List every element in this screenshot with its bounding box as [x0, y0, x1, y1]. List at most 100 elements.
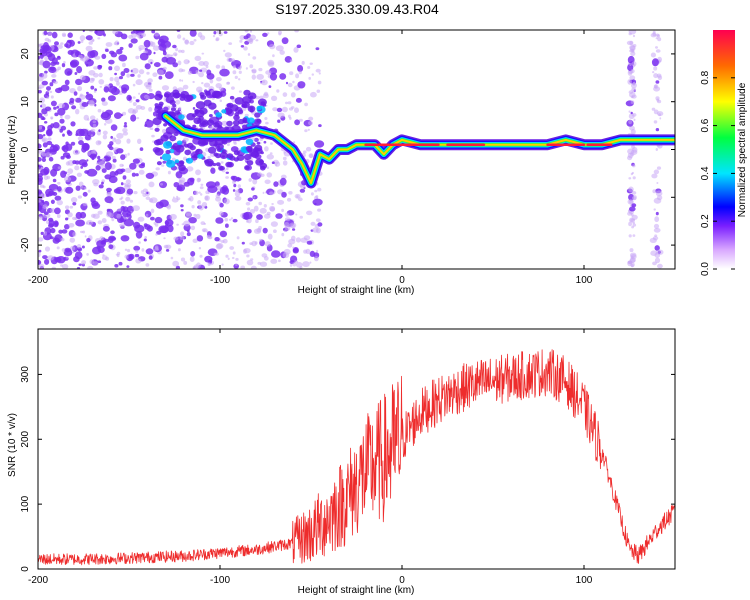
spectrogram-noise-dot [132, 158, 140, 164]
spectrogram-noise-dot [47, 31, 53, 36]
spectrogram-noise-dot [627, 155, 633, 161]
spectrogram-noise-dot [78, 54, 83, 59]
spectrogram-noise-dot [40, 168, 49, 176]
spectrogram-noise-dot [92, 120, 97, 123]
spectrogram-noise-dot [145, 172, 155, 179]
spectrogram-noise-dot [133, 245, 141, 251]
spectrogram-noise-dot [233, 183, 237, 188]
snr-frame [37, 328, 676, 570]
spectrogram-noise-dot [238, 66, 242, 70]
spectrogram-noise-dot [39, 54, 44, 59]
spectrogram-noise-dot [118, 211, 122, 214]
spectrogram-noise-dot [156, 161, 162, 166]
spectrogram-noise-dot [203, 229, 206, 232]
spectrogram-noise-dot [145, 248, 154, 255]
spectrogram-noise-dot [287, 82, 293, 88]
spectrogram-noise-dot [653, 223, 660, 229]
spectrogram-noise-dot [175, 265, 180, 269]
spectrogram-noise-dot [153, 248, 156, 252]
spectrogram-noise-dot [103, 86, 110, 93]
spectrogram-noise-dot [628, 32, 632, 36]
spectrogram-noise-dot [116, 132, 124, 139]
spectrogram-noise-dot [102, 130, 108, 135]
spectrogram-noise-dot [238, 90, 242, 93]
spectrogram-noise-dot [48, 190, 55, 196]
spectrogram-noise-dot [225, 167, 229, 171]
spectrogram-noise-dot [651, 58, 659, 67]
spectrogram-noise-dot [292, 80, 295, 84]
spectrogram-noise-dot [43, 134, 46, 137]
colorbar-tick-label: 0.2 [700, 214, 711, 228]
spectrogram-noise-dot [178, 164, 186, 171]
spectrogram-noise-dot [44, 152, 53, 158]
spectrogram-noise-dot [48, 223, 54, 228]
spectrogram-noise-dot [281, 208, 284, 213]
spectrogram-noise-dot [186, 94, 194, 102]
spectrogram-noise-dot [230, 175, 236, 180]
spectrogram-noise-dot [135, 230, 143, 239]
spectrogram-noise-dot [200, 67, 208, 73]
snr-ylabel: SNR (10 * v/v) [7, 413, 18, 477]
spectrogram-noise-dot [51, 31, 58, 39]
spectrogram-noise-dot [172, 260, 180, 267]
spectrogram-ylabel: Frequency (Hz) [7, 116, 18, 185]
spectrogram-noise-dot [46, 96, 50, 99]
spectrogram-noise-dot [52, 144, 60, 152]
spectrogram-noise-dot [82, 191, 88, 197]
spectrogram-noise-dot [655, 80, 660, 84]
spectrogram-noise-dot [126, 94, 132, 101]
spectrogram-noise-dot [199, 92, 205, 97]
spectrogram-noise-dot [56, 256, 66, 264]
spectrogram-noise-dot [161, 85, 170, 91]
spectrogram-noise-dot [263, 213, 271, 219]
spectrogram-noise-dot [234, 112, 240, 117]
spectrogram-noise-dot [233, 150, 240, 156]
spectrogram-noise-dot [275, 164, 278, 167]
spectrogram-noise-dot [316, 89, 321, 93]
spectrogram-noise-dot [106, 187, 112, 192]
snr-xlabel: Height of straight line (km) [298, 585, 415, 596]
spectrogram-noise-dot [64, 247, 72, 253]
spectrogram-noise-dot [60, 237, 65, 242]
spectrogram-noise-dot [97, 220, 103, 225]
spectrogram-noise-dot [259, 207, 267, 214]
spectrogram-noise-dot [310, 91, 317, 98]
spectrogram-noise-dot [270, 142, 273, 145]
spectrogram-noise-dot [254, 144, 263, 152]
spectrogram-noise-dot [240, 45, 245, 48]
spectrogram-noise-dot [653, 169, 660, 175]
spectrogram-noise-dot [128, 43, 133, 48]
spectrogram-noise-dot [99, 236, 104, 241]
spectrogram-noise-dot [60, 42, 64, 45]
spectrogram-noise-dot [70, 121, 76, 127]
spectrogram-noise-dot [50, 227, 56, 234]
spectrogram-noise-dot [223, 31, 228, 34]
spectrogram-noise-dot [57, 186, 62, 192]
spectrogram-noise-dot [114, 72, 117, 76]
spectrogram-noise-dot [630, 111, 633, 115]
spectrogram-noise-dot [45, 51, 53, 58]
spectrogram-noise-dot [57, 107, 66, 116]
spectrogram-noise-dot [74, 165, 80, 171]
spectrogram-noise-dot [200, 183, 204, 186]
spectrogram-noise-dot [244, 30, 249, 33]
spectrogram-noise-dot [180, 204, 184, 208]
spectrogram-noise-dot [185, 157, 194, 164]
spectrogram-noise-dot [172, 196, 175, 199]
spectrogram-noise-dot [281, 106, 288, 113]
spectrogram-noise-dot [222, 187, 230, 195]
spectrogram-noise-dot [628, 119, 633, 125]
spectrogram-noise-dot [150, 61, 153, 65]
spectrogram-noise-dot [89, 153, 97, 159]
spectrogram-noise-dot [200, 221, 206, 226]
spectrogram-noise-dot [186, 232, 191, 237]
spectrogram-noise-dot [256, 141, 261, 145]
spectrogram-noise-dot [173, 92, 181, 99]
spectrogram-noise-dot [105, 42, 113, 47]
spectrogram-noise-dot [90, 128, 96, 133]
spectrogram-noise-dot [656, 195, 663, 201]
spectrogram-noise-dot [277, 119, 281, 123]
spectrogram-noise-dot [54, 195, 62, 201]
spectrogram-noise-dot [295, 213, 298, 216]
spectrogram-noise-dot [38, 237, 44, 242]
